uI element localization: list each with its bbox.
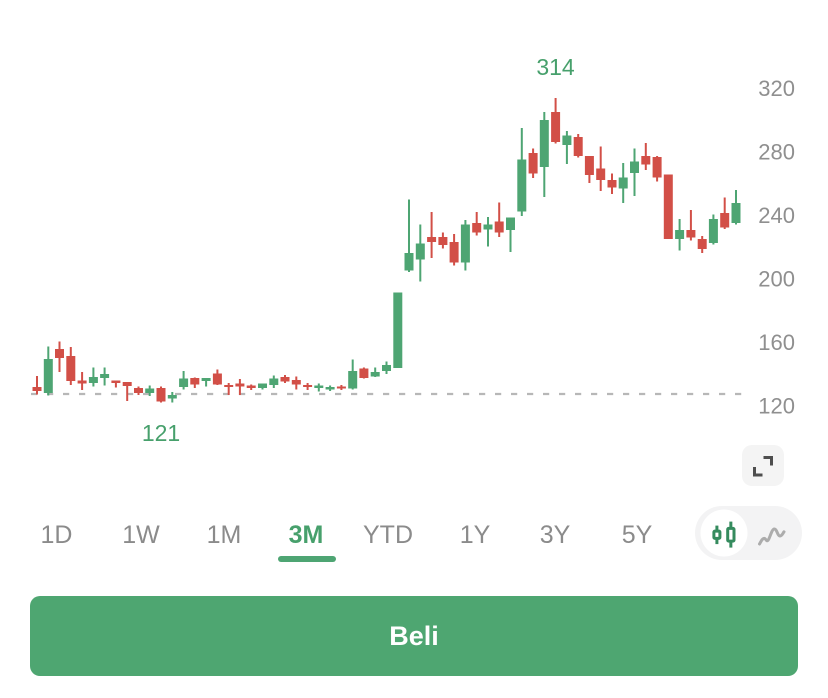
svg-text:320: 320 [758, 76, 795, 101]
svg-text:314: 314 [536, 54, 575, 80]
svg-text:120: 120 [758, 394, 795, 419]
svg-text:121: 121 [142, 420, 180, 446]
svg-text:280: 280 [758, 140, 795, 165]
svg-text:160: 160 [758, 330, 795, 355]
svg-text:240: 240 [758, 203, 795, 228]
svg-text:200: 200 [758, 267, 795, 292]
